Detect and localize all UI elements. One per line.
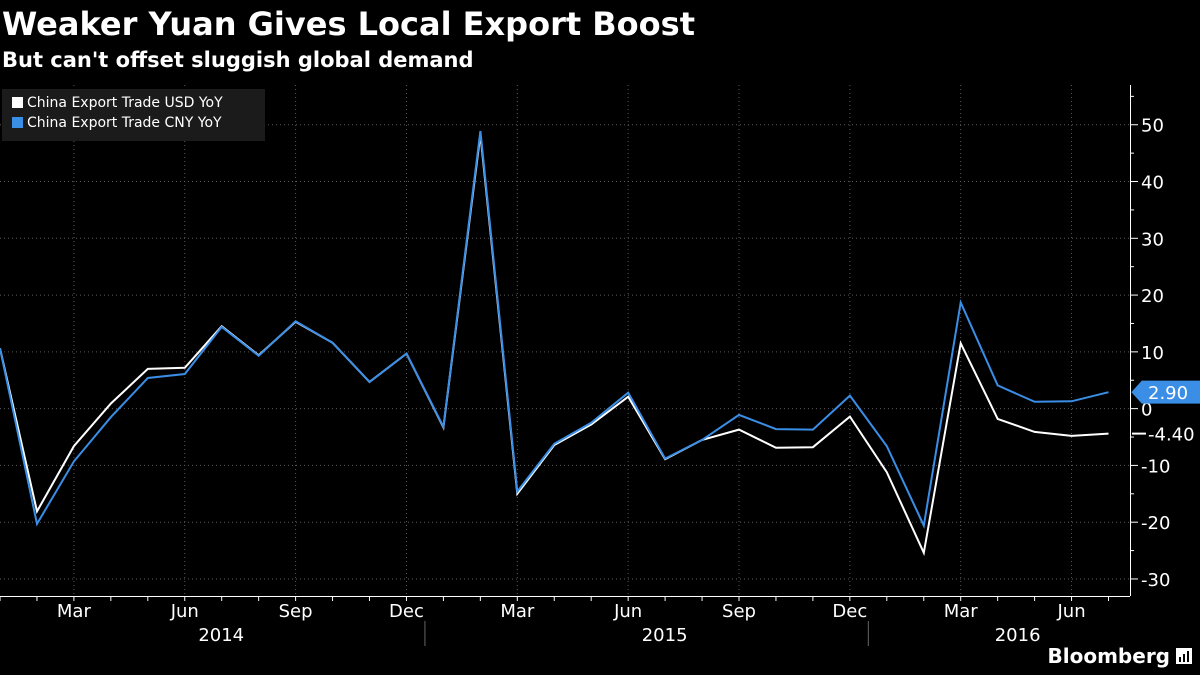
x-tick-label: Dec bbox=[832, 601, 867, 622]
chart-subtitle: But can't offset sluggish global demand bbox=[2, 48, 474, 72]
y-tick-label: 0 bbox=[1141, 400, 1152, 421]
series-line-usd bbox=[0, 134, 1109, 557]
y-tick-label: -30 bbox=[1141, 570, 1170, 591]
last-value-label: 2.90 bbox=[1148, 383, 1188, 404]
y-tick-label: 10 bbox=[1141, 343, 1164, 364]
last-value-box bbox=[1131, 422, 1200, 446]
y-tick-label: 40 bbox=[1141, 173, 1164, 194]
axis-labels: 50 40 30 20 10 0 -10 -20 -30 Mar Jun Sep Dec Mar Jun Se… bbox=[57, 116, 1200, 646]
last-value-tag-cny: 2.90 bbox=[1131, 380, 1200, 404]
year-label: 2014 bbox=[198, 625, 244, 646]
x-tick-label: Sep bbox=[279, 601, 313, 622]
bloomberg-logo-icon bbox=[1176, 648, 1192, 664]
x-tick-label: Mar bbox=[944, 601, 979, 622]
legend-item-cny: China Export Trade CNY YoY bbox=[12, 113, 222, 133]
y-tick-label: -20 bbox=[1141, 513, 1170, 534]
x-tick-label: Jun bbox=[1056, 601, 1085, 622]
gridlines bbox=[0, 85, 1130, 596]
x-tick-label: Jun bbox=[170, 601, 199, 622]
year-label: 2016 bbox=[995, 625, 1041, 646]
legend: China Export Trade USD YoY China Export … bbox=[2, 89, 265, 141]
legend-label-usd: China Export Trade USD YoY bbox=[27, 95, 223, 111]
legend-swatch-cny bbox=[12, 117, 23, 128]
x-tick-label: Dec bbox=[389, 601, 424, 622]
y-tick-label: 30 bbox=[1141, 229, 1164, 250]
legend-label-cny: China Export Trade CNY YoY bbox=[27, 115, 222, 131]
x-tick-label: Mar bbox=[500, 601, 535, 622]
x-tick-label: Sep bbox=[722, 601, 756, 622]
chart-title: Weaker Yuan Gives Local Export Boost bbox=[2, 5, 695, 43]
axes bbox=[0, 85, 1138, 646]
last-value-label: -4.40 bbox=[1148, 425, 1195, 446]
y-tick-label: -10 bbox=[1141, 456, 1170, 477]
legend-swatch-usd bbox=[12, 97, 23, 108]
series-lines bbox=[0, 130, 1109, 557]
x-tick-label: Jun bbox=[613, 601, 642, 622]
y-tick-label: 20 bbox=[1141, 286, 1164, 307]
year-label: 2015 bbox=[642, 625, 688, 646]
last-value-tag-usd: -4.40 bbox=[1131, 422, 1200, 446]
y-tick-label: 50 bbox=[1141, 116, 1164, 137]
series-line-cny bbox=[0, 130, 1109, 529]
x-tick-label: Mar bbox=[57, 601, 92, 622]
bloomberg-logo: Bloomberg bbox=[1048, 643, 1192, 669]
legend-item-usd: China Export Trade USD YoY bbox=[12, 93, 223, 113]
brand-name: Bloomberg bbox=[1047, 644, 1170, 668]
last-value-box bbox=[1131, 380, 1200, 404]
